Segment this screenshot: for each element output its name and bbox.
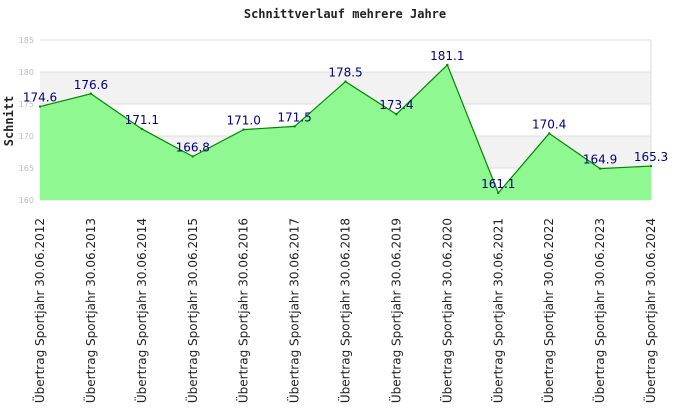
data-point — [293, 125, 296, 128]
data-label: 171.1 — [125, 113, 159, 127]
x-tick-label: Übertrag Sportjahr 30.06.2021 — [489, 218, 505, 403]
area-fill — [40, 64, 651, 201]
data-label: 166.8 — [176, 140, 210, 154]
y-tick-label: 185 — [19, 36, 34, 45]
data-label: 165.3 — [634, 150, 668, 164]
y-axis-label: Schnitt — [2, 96, 16, 147]
data-labels: 174.6 176.6 171.1 166.8 171.0 171.5 178.5 173.4… — [23, 49, 668, 191]
y-tick-label: 180 — [19, 68, 34, 77]
data-point — [446, 63, 449, 67]
data-point — [598, 167, 602, 170]
y-tick-label: 170 — [19, 132, 34, 141]
data-label: 174.6 — [23, 91, 57, 105]
data-point — [38, 105, 42, 108]
data-label: 176.6 — [74, 78, 108, 92]
x-tick-label: Übertrag Sportjahr 30.06.2020 — [438, 218, 454, 403]
data-label: 173.4 — [379, 98, 413, 112]
grid-band — [40, 40, 651, 72]
x-tick-label: Übertrag Sportjahr 30.06.2024 — [642, 218, 658, 403]
x-tick-label: Übertrag Sportjahr 30.06.2022 — [540, 218, 556, 403]
data-label: 170.4 — [532, 117, 566, 131]
chart-title: Schnittverlauf mehrere Jahre — [244, 7, 446, 21]
data-label: 171.0 — [226, 114, 260, 128]
data-point — [395, 113, 398, 116]
data-label: 171.5 — [277, 110, 311, 124]
x-tick-label: Übertrag Sportjahr 30.06.2015 — [184, 218, 200, 403]
x-axis-ticks: Übertrag Sportjahr 30.06.2012 Übertrag Sp… — [31, 218, 658, 403]
data-point — [547, 132, 551, 135]
data-point — [242, 128, 245, 131]
x-tick-label: Übertrag Sportjahr 30.06.2018 — [337, 218, 353, 403]
x-tick-label: Übertrag Sportjahr 30.06.2012 — [31, 218, 47, 403]
series-points — [38, 63, 653, 195]
x-tick-label: Übertrag Sportjahr 30.06.2014 — [133, 218, 149, 403]
x-tick-label: Übertrag Sportjahr 30.06.2013 — [82, 218, 98, 403]
data-point — [89, 92, 93, 95]
x-tick-label: Übertrag Sportjahr 30.06.2019 — [387, 218, 403, 403]
x-tick-label: Übertrag Sportjahr 30.06.2023 — [591, 218, 607, 403]
data-point — [649, 164, 653, 168]
data-point — [191, 155, 194, 158]
data-label: 161.1 — [481, 177, 515, 191]
x-tick-label: Übertrag Sportjahr 30.06.2017 — [286, 218, 302, 403]
data-label: 178.5 — [328, 66, 362, 80]
y-axis-ticks: 160 165 170 175 180 185 — [19, 36, 34, 205]
y-tick-label: 165 — [19, 164, 34, 173]
data-label: 181.1 — [430, 49, 464, 63]
y-tick-label: 160 — [19, 196, 34, 205]
data-point — [344, 80, 347, 83]
x-tick-label: Übertrag Sportjahr 30.06.2016 — [235, 218, 251, 403]
y-tick-label: 175 — [19, 100, 34, 109]
data-point — [497, 191, 500, 195]
data-label: 164.9 — [583, 153, 617, 167]
data-point — [140, 127, 144, 131]
